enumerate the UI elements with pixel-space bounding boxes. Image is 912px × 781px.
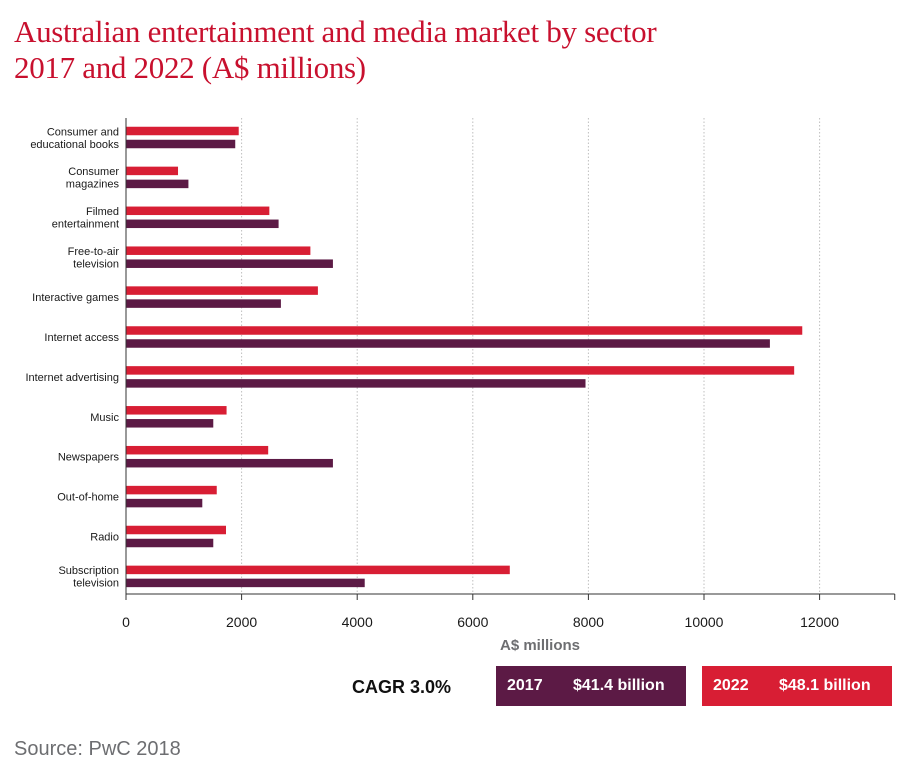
legend-2017-value: $41.4 billion — [573, 677, 665, 694]
bar-2017-4 — [126, 299, 281, 308]
category-label: Out-of-home — [57, 492, 119, 504]
bar-2022-8 — [126, 445, 269, 455]
chart-title-line-2: 2017 and 2022 (A$ millions) — [14, 50, 366, 85]
category-label: Music — [90, 412, 119, 424]
category-label: Radio — [90, 532, 119, 544]
bar-2022-4 — [126, 286, 318, 295]
bar-2022-3 — [126, 246, 311, 255]
x-axis-title: A$ millions — [500, 637, 580, 654]
category-label-line: Consumer and — [47, 126, 119, 138]
bar-2017-0 — [126, 139, 236, 149]
x-tick-label: 0 — [122, 614, 130, 630]
bar-2022-10 — [126, 525, 226, 535]
category-label-line: Interactive games — [32, 292, 119, 304]
bar-2017-11 — [126, 578, 365, 588]
bar-2022-9 — [126, 485, 217, 495]
category-label-line: television — [73, 258, 119, 270]
cagr-label: CAGR 3.0% — [352, 677, 452, 697]
bar-2022-6 — [126, 366, 795, 375]
bar-2017-1 — [126, 179, 189, 189]
chart-title: Australian entertainment and media marke… — [14, 14, 657, 86]
category-label-line: television — [73, 578, 119, 590]
category-label: Subscription television — [58, 565, 119, 590]
category-label-line: Consumer — [68, 166, 119, 178]
category-label: Internet access — [44, 332, 119, 344]
x-tick-label: 12000 — [800, 614, 839, 630]
legend-2022: 2022 $48.1 billion — [702, 666, 892, 706]
gridlines — [241, 118, 821, 594]
bar-2017-7 — [126, 419, 214, 428]
x-tick-label: 4000 — [342, 614, 373, 630]
bar-2017-5 — [126, 339, 770, 348]
legend-2017-year: 2017 — [507, 677, 543, 694]
category-label: Filmed entertainment — [52, 206, 119, 231]
legend-2022-year: 2022 — [713, 677, 749, 694]
source-note: Source: PwC 2018 — [14, 738, 181, 760]
bar-2022-7 — [126, 406, 227, 415]
category-label: Internet advertising — [25, 372, 119, 384]
x-tick-label: 10000 — [685, 614, 724, 630]
category-label-line: Internet access — [44, 332, 119, 344]
category-label-line: educational books — [30, 139, 119, 151]
category-label: Consumer and educational books — [30, 126, 119, 151]
category-label-line: Out-of-home — [57, 492, 119, 504]
bar-2022-5 — [126, 326, 803, 335]
x-tick-label: 6000 — [457, 614, 488, 630]
bar-2017-9 — [126, 498, 203, 508]
category-label-line: entertainment — [52, 219, 119, 231]
bar-2017-2 — [126, 219, 279, 229]
x-tick-label: 8000 — [573, 614, 604, 630]
bar-2017-10 — [126, 538, 214, 548]
bar-2022-1 — [126, 166, 179, 176]
category-label-line: Internet advertising — [25, 372, 119, 384]
bar-2017-8 — [126, 458, 333, 468]
category-label-line: Subscription — [58, 565, 119, 577]
category-label-line: Radio — [90, 532, 119, 544]
chart-title-line-1: Australian entertainment and media marke… — [14, 14, 657, 49]
legend-2017: 2017 $41.4 billion — [496, 666, 686, 706]
bar-2017-3 — [126, 259, 333, 268]
bars — [126, 126, 803, 588]
bar-chart: 0 2000 4000 6000 8000 10000 12000 Consumer and… — [25, 118, 896, 654]
category-label-line: magazines — [66, 179, 120, 191]
category-label: Consumer magazines — [66, 166, 120, 191]
axes: 0 2000 4000 6000 8000 10000 12000 — [122, 118, 896, 630]
category-label-line: Free-to-air — [68, 246, 120, 258]
x-tick-label: 2000 — [226, 614, 257, 630]
category-labels: Consumer and educational books Consumer mag… — [25, 126, 119, 589]
bar-2022-0 — [126, 126, 239, 136]
category-label: Interactive games — [32, 292, 119, 304]
category-label-line: Filmed — [86, 206, 119, 218]
bar-2017-6 — [126, 379, 586, 388]
bar-2022-11 — [126, 565, 510, 575]
legend-2022-value: $48.1 billion — [779, 677, 871, 694]
category-label-line: Music — [90, 412, 119, 424]
category-label-line: Newspapers — [58, 452, 120, 464]
category-label: Free-to-air television — [68, 246, 120, 271]
bar-2022-2 — [126, 206, 270, 216]
category-label: Newspapers — [58, 452, 120, 464]
